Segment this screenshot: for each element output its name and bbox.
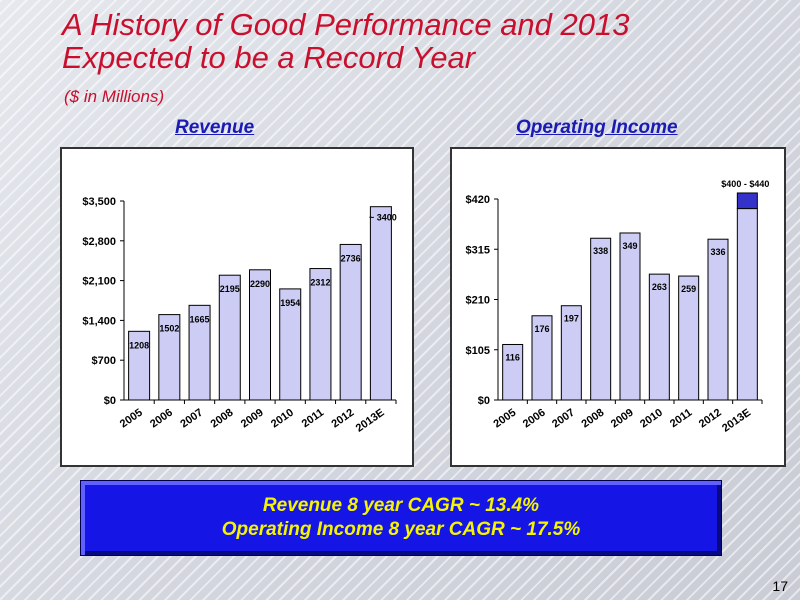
operating-income-data-label: 259 — [681, 284, 696, 294]
operating-income-y-tick-label: $0 — [478, 395, 490, 407]
revenue-bar — [158, 314, 181, 401]
operating-income-bar — [678, 275, 700, 401]
operating-income-x-tick-label: 2006 — [521, 407, 548, 431]
operating-income-bar — [590, 237, 612, 401]
revenue-x-tick-label: 2012 — [329, 407, 356, 431]
operating-income-data-label: 349 — [622, 241, 637, 251]
operating-income-x-tick-label: 2010 — [638, 407, 665, 431]
operating-income-bar — [531, 315, 553, 401]
revenue-bar — [128, 330, 151, 401]
revenue-bar — [339, 243, 362, 401]
operating-income-cagr-text: Operating Income 8 year CAGR ~ 17.5% — [221, 519, 581, 540]
operating-income-bar — [619, 232, 641, 401]
revenue-x-tick-label: 2013E — [354, 407, 387, 435]
revenue-data-label: 2290 — [250, 279, 270, 289]
revenue-data-label: 1954 — [280, 298, 300, 308]
operating-income-data-label: 176 — [534, 324, 549, 334]
page-number: 17 — [772, 578, 788, 594]
operating-income-y-tick-label: $105 — [466, 345, 490, 357]
revenue-chart-title: Revenue — [175, 117, 255, 138]
cagr-summary-box: Revenue 8 year CAGR ~ 13.4% Operating In… — [80, 480, 722, 556]
operating-income-bar — [648, 273, 670, 401]
revenue-x-tick-label: 2010 — [269, 407, 296, 431]
operating-income-bar — [736, 208, 758, 401]
slide-title: A History of Good Performance and 2013 E… — [62, 8, 742, 74]
slide-subtitle: ($ in Millions) — [64, 87, 165, 106]
revenue-y-tick-label: $3,500 — [82, 196, 116, 208]
revenue-y-tick-label: $700 — [92, 355, 116, 367]
operating-income-x-tick-label: 2005 — [491, 407, 518, 431]
revenue-x-tick-label: 2008 — [209, 407, 236, 431]
revenue-bar — [188, 304, 211, 401]
operating-income-bar — [560, 305, 582, 401]
operating-income-x-tick-label: 2013E — [720, 407, 753, 435]
operating-income-data-label: 116 — [505, 352, 520, 362]
revenue-y-tick-label: $1,400 — [82, 315, 116, 327]
operating-income-x-tick-label: 2012 — [697, 407, 724, 431]
revenue-y-tick-label: $2,800 — [82, 236, 116, 248]
operating-income-chart-title: Operating Income — [516, 117, 678, 138]
operating-income-x-tick-label: 2011 — [668, 407, 694, 431]
operating-income-bar — [707, 238, 729, 401]
operating-income-data-label: 197 — [564, 314, 579, 324]
revenue-x-tick-label: 2006 — [148, 407, 175, 431]
operating-income-bar — [502, 343, 524, 401]
revenue-y-tick-label: $2,100 — [82, 276, 116, 288]
operating-income-y-tick-label: $420 — [466, 194, 490, 206]
revenue-x-tick-label: 2007 — [178, 407, 205, 431]
revenue-data-label: ~ 3400 — [369, 213, 397, 223]
revenue-data-label: 1208 — [129, 340, 149, 350]
operating-income-y-tick-label: $315 — [466, 244, 490, 256]
operating-income-x-tick-label: 2007 — [550, 407, 577, 431]
operating-income-x-tick-label: 2009 — [609, 407, 636, 431]
operating-income-y-tick-label: $210 — [466, 295, 490, 307]
revenue-chart: $0 $700 $1,400 $2,100 $2,800 $3,500 2005 2006 20… — [60, 147, 414, 467]
revenue-data-label: 2195 — [220, 284, 240, 294]
revenue-data-label: 2312 — [310, 278, 330, 288]
revenue-bar — [218, 274, 241, 401]
operating-income-chart: $0 $105 $210 $315 $420 2005 2006 2007 2008 2009 20… — [450, 147, 786, 467]
operating-income-range-segment — [736, 192, 758, 210]
slide-title-line1: A History of Good Performance and 2013 — [62, 7, 630, 42]
operating-income-data-label: $400 - $440 — [721, 179, 769, 189]
revenue-y-tick-label: $0 — [104, 395, 116, 407]
operating-income-data-label: 336 — [710, 247, 725, 257]
operating-income-data-label: 263 — [652, 282, 667, 292]
revenue-x-tick-label: 2005 — [118, 407, 145, 431]
revenue-x-tick-label: 2009 — [239, 407, 266, 431]
revenue-data-label: 2736 — [341, 253, 361, 263]
revenue-data-label: 1665 — [190, 314, 210, 324]
revenue-bar — [369, 206, 392, 401]
revenue-bar — [249, 269, 271, 401]
slide-title-line2: Expected to be a Record Year — [62, 40, 476, 75]
revenue-bar — [279, 288, 302, 401]
revenue-x-tick-label: 2011 — [300, 407, 326, 431]
operating-income-x-tick-label: 2008 — [579, 407, 606, 431]
revenue-bar — [309, 268, 332, 401]
revenue-data-label: 1502 — [159, 324, 179, 334]
revenue-cagr-text: Revenue 8 year CAGR ~ 13.4% — [262, 495, 540, 516]
operating-income-data-label: 338 — [593, 246, 608, 256]
